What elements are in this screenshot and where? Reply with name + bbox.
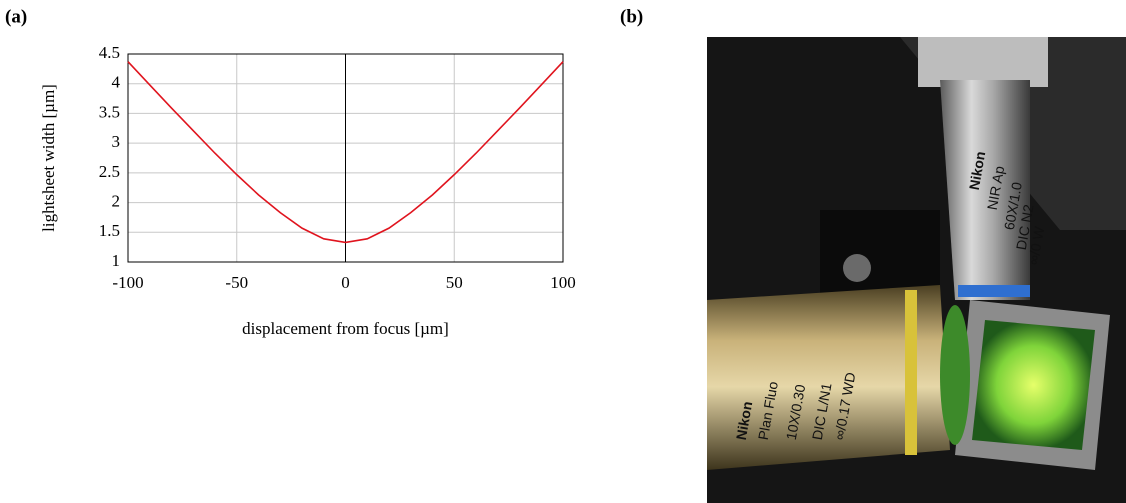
y-tick-label: 1 (112, 251, 121, 270)
x-tick-label: -100 (112, 273, 143, 292)
x-tick-label: 100 (550, 273, 576, 292)
panel-label: (b) (620, 6, 643, 27)
objective-60x (940, 80, 1030, 300)
x-tick-label: -50 (225, 273, 248, 292)
photo (707, 37, 1126, 503)
photo-label: Nikon (733, 400, 756, 441)
mount (918, 37, 1048, 87)
photo-label: NIR Ap (984, 164, 1007, 211)
y-tick-label: 3 (112, 132, 121, 151)
blue-ring (958, 285, 1030, 297)
y-tick-label: 3.5 (99, 102, 120, 121)
y-tick-label: 4 (112, 73, 121, 92)
plot-frame (127, 53, 564, 263)
line-chart: 1 1.5 2 2.5 3 3.5 4 4.5 -100 -50 0 50 100 displacemen… (39, 43, 576, 338)
x-axis-label: displacement from focus [µm] (242, 319, 449, 338)
cube-glass (972, 320, 1095, 450)
x-tick-label: 0 (341, 273, 350, 292)
photo-label: Nikon (966, 150, 989, 191)
y-tick-label: 2.5 (99, 162, 120, 181)
y-tick-label: 1.5 (99, 221, 120, 240)
y-tick-label: 4.5 (99, 43, 120, 62)
photo-label: DIC N2 (1013, 203, 1037, 251)
y-axis-label: lightsheet width [µm] (39, 84, 58, 232)
lens (940, 305, 970, 445)
screw (843, 254, 871, 282)
x-tick-label: 50 (446, 273, 463, 292)
photo-label: ∞/0 W (1025, 224, 1048, 266)
objective-10x (707, 285, 950, 470)
panel-label: (a) (5, 6, 27, 27)
yellow-ring (905, 290, 917, 455)
data-line (127, 61, 564, 244)
y-tick-label: 2 (112, 191, 121, 210)
